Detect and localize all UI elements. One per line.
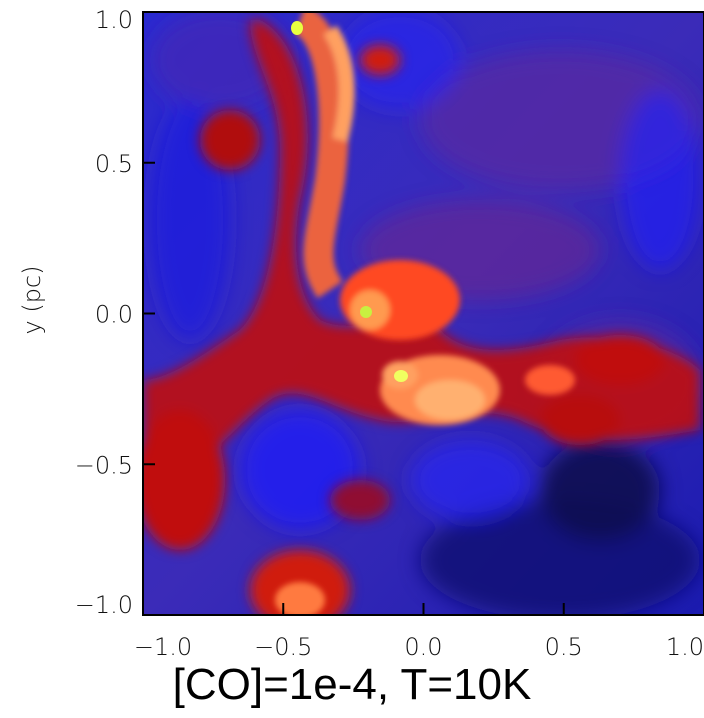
- y-tick-label: 0.5: [95, 150, 133, 178]
- x-tick-label: 0.5: [545, 633, 583, 661]
- y-tick-label: −1.0: [75, 591, 133, 619]
- y-tick-label: −0.5: [75, 451, 133, 479]
- caption-title: [CO]=1e-4, T=10K: [172, 660, 532, 709]
- y-tick-label: 0.0: [95, 301, 133, 329]
- y-axis-label: y (pc): [18, 266, 46, 335]
- heatmap-image: [143, 12, 704, 615]
- x-tick-label: −0.5: [254, 633, 312, 661]
- x-tick-label: 0.0: [404, 633, 442, 661]
- axis-ticks: 1.0 0.5 0.0 −0.5 −1.0−1.0 −0.5 0.0 0.5 1.0: [75, 6, 704, 661]
- x-tick-label: 1.0: [666, 633, 704, 661]
- y-tick-label: 1.0: [95, 6, 133, 34]
- x-tick-label: −1.0: [134, 633, 192, 661]
